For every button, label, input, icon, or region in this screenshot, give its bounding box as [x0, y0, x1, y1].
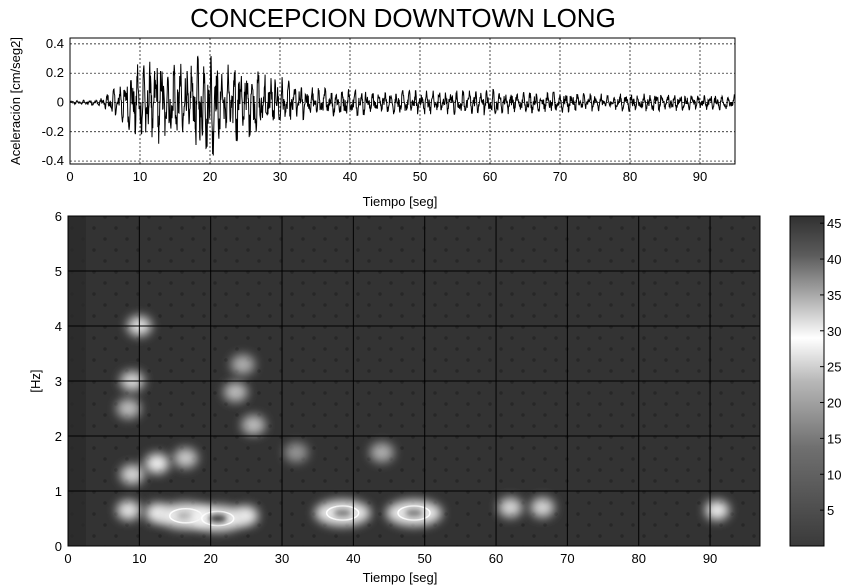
spectrogram-hotspots	[116, 316, 730, 532]
y-tick-label: 0	[57, 94, 64, 109]
x-tick-label: 0	[66, 169, 73, 184]
x-tick-label: 60	[489, 551, 503, 566]
x-tick-label: 50	[413, 169, 427, 184]
y-tick-label: 6	[55, 209, 62, 224]
accelerogram-x-label: Tiempo [seg]	[363, 194, 438, 209]
x-tick-label: 90	[693, 169, 707, 184]
x-tick-label: 20	[203, 169, 217, 184]
spectrogram-hotspot	[145, 453, 170, 474]
spectrogram-hotspot	[241, 415, 266, 435]
colorbar-tick-label: 20	[827, 396, 841, 411]
x-tick-label: 0	[64, 551, 71, 566]
spectrogram-y-label: [Hz]	[28, 369, 43, 392]
spectrogram-hotspot-core	[208, 514, 227, 523]
spectrogram-hotspot	[369, 442, 394, 463]
spectrogram-grid	[68, 216, 760, 546]
colorbar-tick-label: 15	[827, 431, 841, 446]
colorbar-tick-label: 5	[827, 503, 834, 518]
x-tick-label: 30	[273, 169, 287, 184]
x-tick-label: 10	[133, 169, 147, 184]
spectrogram-y-ticks: 6 5 4 3 2 1 0	[55, 209, 62, 554]
y-tick-label: 0.2	[46, 65, 64, 80]
spectrogram-hotspot	[116, 500, 141, 521]
spectrogram-hotspot	[530, 497, 555, 518]
accelerogram-grid	[70, 38, 735, 164]
x-tick-label: 10	[132, 551, 146, 566]
y-tick-label: 3	[55, 374, 62, 389]
colorbar-tick-label: 45	[827, 216, 841, 231]
y-tick-label: 4	[55, 319, 62, 334]
x-tick-label: 40	[343, 169, 357, 184]
x-tick-label: 60	[483, 169, 497, 184]
x-tick-label: 70	[560, 551, 574, 566]
x-tick-label: 30	[275, 551, 289, 566]
accelerogram-panel: 0 10 20 30 40 50 60 70 80 90 0.4 0.2 0 -0.2 -0.4 Tiem…	[8, 36, 736, 209]
y-tick-label: -0.4	[42, 153, 64, 168]
acceleration-series-line	[70, 55, 735, 156]
x-tick-label: 50	[417, 551, 431, 566]
spectrogram-hotspot-core	[333, 509, 352, 517]
y-tick-label: 1	[55, 484, 62, 499]
x-tick-label: 40	[346, 551, 360, 566]
x-tick-label: 90	[703, 551, 717, 566]
spectrogram-hotspot	[116, 398, 141, 419]
spectrogram-hotspot	[230, 354, 255, 375]
colorbar-ticks: 45 40 35 30 25 20 15 10 5	[820, 216, 841, 518]
colorbar-tick-label: 35	[827, 288, 841, 303]
y-tick-label: 0.4	[46, 36, 64, 51]
spectrogram-x-ticks: 0 10 20 30 40 50 60 70 80 90	[64, 551, 717, 566]
colorbar-tick-label: 25	[827, 360, 841, 375]
spectrogram-hotspot	[705, 500, 730, 521]
x-tick-label: 70	[553, 169, 567, 184]
spectrogram-hotspot-contour	[201, 510, 235, 527]
y-tick-label: 5	[55, 264, 62, 279]
colorbar: 45 40 35 30 25 20 15 10 5	[789, 215, 841, 547]
colorbar-tick-label: 40	[827, 252, 841, 267]
spectrogram-hotspot-core	[405, 509, 423, 517]
spectrogram-hotspot	[234, 505, 259, 526]
spectrogram-hotspot	[284, 442, 309, 463]
spectrogram-hotspot	[173, 448, 198, 468]
spectrogram-hotspot-contour	[325, 505, 360, 521]
x-tick-label: 80	[623, 169, 637, 184]
x-tick-label: 80	[631, 551, 645, 566]
x-tick-label: 20	[203, 551, 217, 566]
chart-title: CONCEPCION DOWNTOWN LONG	[190, 3, 616, 33]
spectrogram-hotspot-contour	[397, 505, 431, 521]
spectrogram-axes	[67, 215, 761, 547]
spectrogram-hotspot	[498, 497, 523, 518]
accelerogram-x-ticks: 0 10 20 30 40 50 60 70 80 90	[66, 169, 707, 184]
y-tick-label: 0	[55, 539, 62, 554]
colorbar-tick-label: 30	[827, 324, 841, 339]
accelerogram-y-ticks: 0.4 0.2 0 -0.2 -0.4	[42, 36, 64, 168]
spectrogram-hotspot	[120, 464, 145, 485]
spectrogram-x-label: Tiempo [seg]	[363, 570, 438, 585]
y-tick-label: -0.2	[42, 124, 64, 139]
colorbar-gradient	[789, 215, 825, 547]
colorbar-tick-label: 10	[827, 467, 841, 482]
spectrogram-hotspot	[223, 382, 248, 402]
y-tick-label: 2	[55, 429, 62, 444]
accelerogram-y-label: Aceleración [cm/seg2]	[8, 37, 23, 165]
